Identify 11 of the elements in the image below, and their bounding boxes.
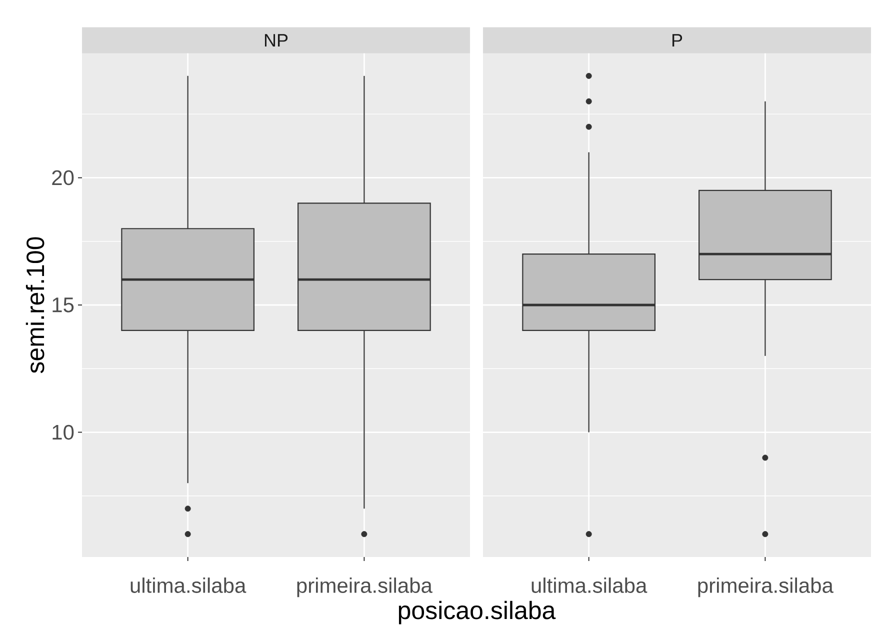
x-axis-title: posicao.silaba [398, 600, 556, 624]
chart-title: NP [264, 34, 288, 46]
chart-title: P [672, 34, 682, 46]
x-tick-label: primeira.silaba [698, 578, 834, 598]
y-tick-label: 10 [52, 424, 74, 440]
x-tick-label: ultima.silaba [130, 578, 246, 593]
x-tick-label: ultima.silaba [532, 578, 648, 593]
x-tick-label: primeira.silaba [297, 578, 432, 598]
y-tick-label: 20 [52, 170, 74, 186]
y-axis-title: semi.ref.100 [26, 237, 44, 374]
y-tick-label: 15 [52, 298, 74, 312]
